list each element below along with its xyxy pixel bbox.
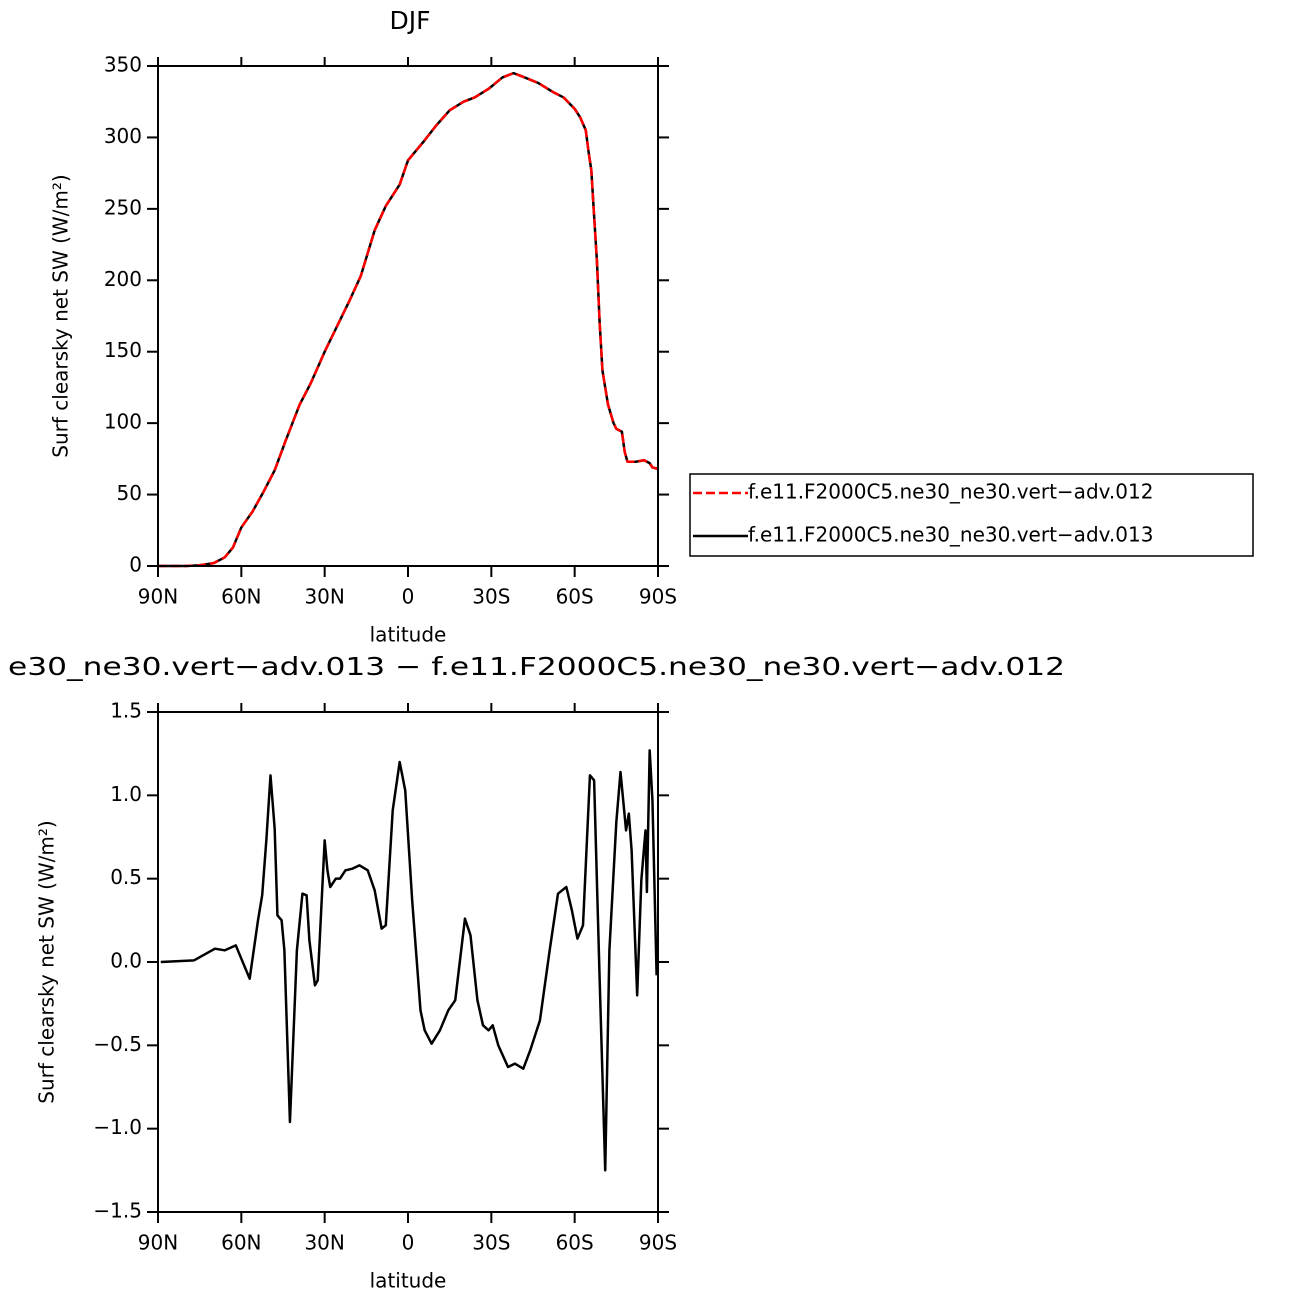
y-tick-label: 1.5 <box>110 699 142 723</box>
data-line <box>160 749 658 1172</box>
x-tick-label: 30N <box>304 1231 344 1255</box>
data-line <box>158 71 659 568</box>
y-tick-label: 350 <box>104 53 142 77</box>
legend-box <box>689 473 1254 557</box>
y-tick-label: 150 <box>104 338 142 362</box>
x-tick-label: 90N <box>138 585 178 609</box>
x-tick-label: 60N <box>221 585 261 609</box>
x-tick-label: 30N <box>304 585 344 609</box>
chart-title: e30_ne30.vert−adv.013 − f.e11.F2000C5.ne… <box>8 652 1065 681</box>
y-tick-label: 0 <box>129 553 142 577</box>
plot-frame <box>157 65 659 567</box>
y-tick-label: 200 <box>104 267 142 291</box>
x-tick-label: 90N <box>138 1231 178 1255</box>
y-tick-label: 0.5 <box>110 865 142 889</box>
x-tick-label: 30S <box>472 1231 510 1255</box>
y-tick-label: 300 <box>104 124 142 148</box>
x-tick-label: 30S <box>472 585 510 609</box>
y-tick-label: −1.5 <box>93 1199 142 1223</box>
x-tick-label: 0 <box>402 585 415 609</box>
y-tick-label: 1.0 <box>110 782 142 806</box>
y-axis-title: Surf clearsky net SW (W/m²) <box>49 174 73 457</box>
x-axis-title: latitude <box>370 623 447 647</box>
x-axis-title: latitude <box>370 1269 447 1293</box>
y-tick-label: 50 <box>117 481 142 505</box>
y-axis-title: Surf clearsky net SW (W/m²) <box>35 820 59 1103</box>
x-tick-label: 0 <box>402 1231 415 1255</box>
x-tick-label: 90S <box>639 585 677 609</box>
data-line <box>158 71 659 568</box>
plot-frame <box>157 711 659 1213</box>
y-tick-label: 250 <box>104 195 142 219</box>
chart-title: DJF <box>389 6 430 35</box>
legend-label: f.e11.F2000C5.ne30_ne30.vert−adv.013 <box>748 523 1153 547</box>
x-tick-label: 90S <box>639 1231 677 1255</box>
x-tick-label: 60S <box>556 585 594 609</box>
x-tick-label: 60S <box>556 1231 594 1255</box>
y-tick-label: −1.0 <box>93 1115 142 1139</box>
y-tick-label: 0.0 <box>110 949 142 973</box>
y-tick-label: 100 <box>104 410 142 434</box>
x-tick-label: 60N <box>221 1231 261 1255</box>
y-tick-label: −0.5 <box>93 1032 142 1056</box>
legend-label: f.e11.F2000C5.ne30_ne30.vert−adv.012 <box>748 480 1153 504</box>
